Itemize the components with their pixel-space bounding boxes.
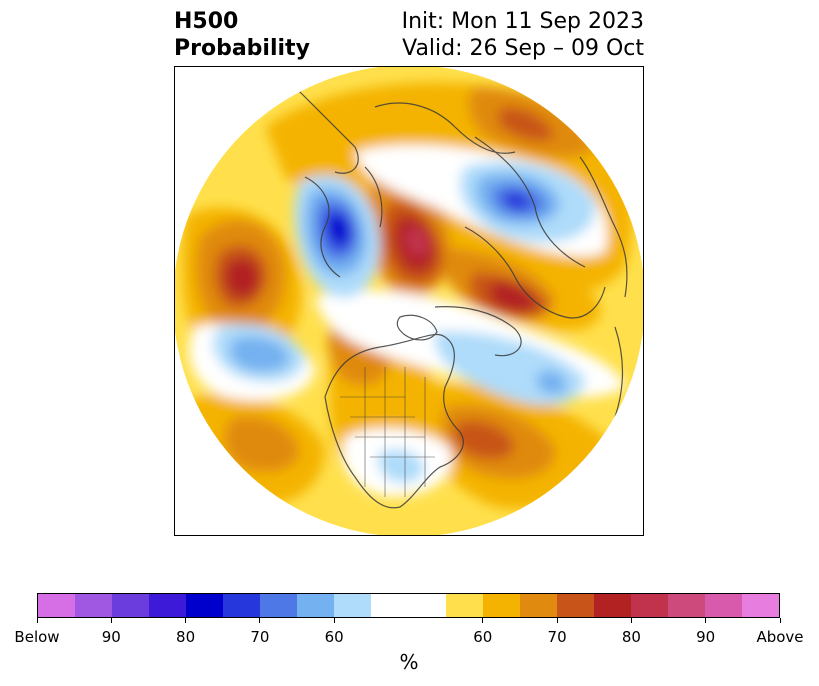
colorbar-segment [408,594,446,617]
colorbar-unit-label: % [399,650,419,674]
colorbar-tick-mark [333,618,335,623]
deepblue-arctic [504,191,530,211]
title-valid-range: Valid: 26 Sep – 09 Oct [402,36,644,61]
colorbar-tick-label: 80 [176,628,196,646]
title-variable: H500 [174,9,239,34]
rose-siberia [404,226,430,257]
title-init-date: Init: Mon 11 Sep 2023 [401,9,644,34]
colorbar-tick-mark [630,618,632,623]
colorbar-segment [482,594,520,617]
colorbar-tick-label: 60 [473,628,493,646]
colorbar-tick-mark [779,618,781,623]
probability-map [175,67,643,535]
colorbar-segment [260,594,298,617]
blue-pacific [229,336,290,372]
colorbar-segment [519,594,557,617]
colorbar-segment [630,594,668,617]
colorbar-segment [741,594,779,617]
orange-south-pacific [224,416,300,472]
coastlines [294,86,628,509]
darkred-europe [489,281,537,312]
colorbar-segment [371,594,409,617]
colorbar-segment [186,594,224,617]
colorbar-segment [38,594,76,617]
red-atlantic [453,420,515,459]
colorbar-segment [297,594,335,617]
map-frame [174,66,644,536]
colorbar-tick-mark [110,618,112,623]
red-north [497,107,555,141]
colorbar-tick-mark [259,618,261,623]
colorbar-segment [334,594,372,617]
colorbar-tick-mark [705,618,707,623]
colorbar-tick-label: 70 [250,628,270,646]
colorbar-tick-mark [482,618,484,623]
colorbar-segment [593,594,631,617]
colorbar-segment [445,594,483,617]
darkred-pacific [224,258,260,298]
title-type: Probability [174,36,310,61]
colorbar-segment [112,594,150,617]
colorbar-segment [704,594,742,617]
colorbar-segment [149,594,187,617]
blue-atlantic [536,370,567,395]
navyblue-asia [329,216,349,242]
colorbar-tick-label: 90 [101,628,121,646]
colorbar-tick-label: 60 [324,628,344,646]
colorbar-tick-mark [185,618,187,623]
colorbar-tick-label: 80 [621,628,641,646]
colorbar-tick-mark [556,618,558,623]
lightblue-usa [377,449,425,484]
chart-title-right: Init: Mon 11 Sep 2023 Valid: 26 Sep – 09… [402,8,644,62]
chart-title-left: H500 Probability [174,8,310,62]
colorbar-segment [556,594,594,617]
colorbar-segment [667,594,705,617]
colorbar-tick-label: Above [756,628,804,646]
colorbar-tick-label: Below [14,628,60,646]
colorbar-tick-label: 70 [547,628,567,646]
colorbar-tick-mark [36,618,38,623]
colorbar-segment [75,594,113,617]
colorbar-segment [223,594,261,617]
colorbar [37,593,780,618]
colorbar-tick-label: 90 [696,628,716,646]
